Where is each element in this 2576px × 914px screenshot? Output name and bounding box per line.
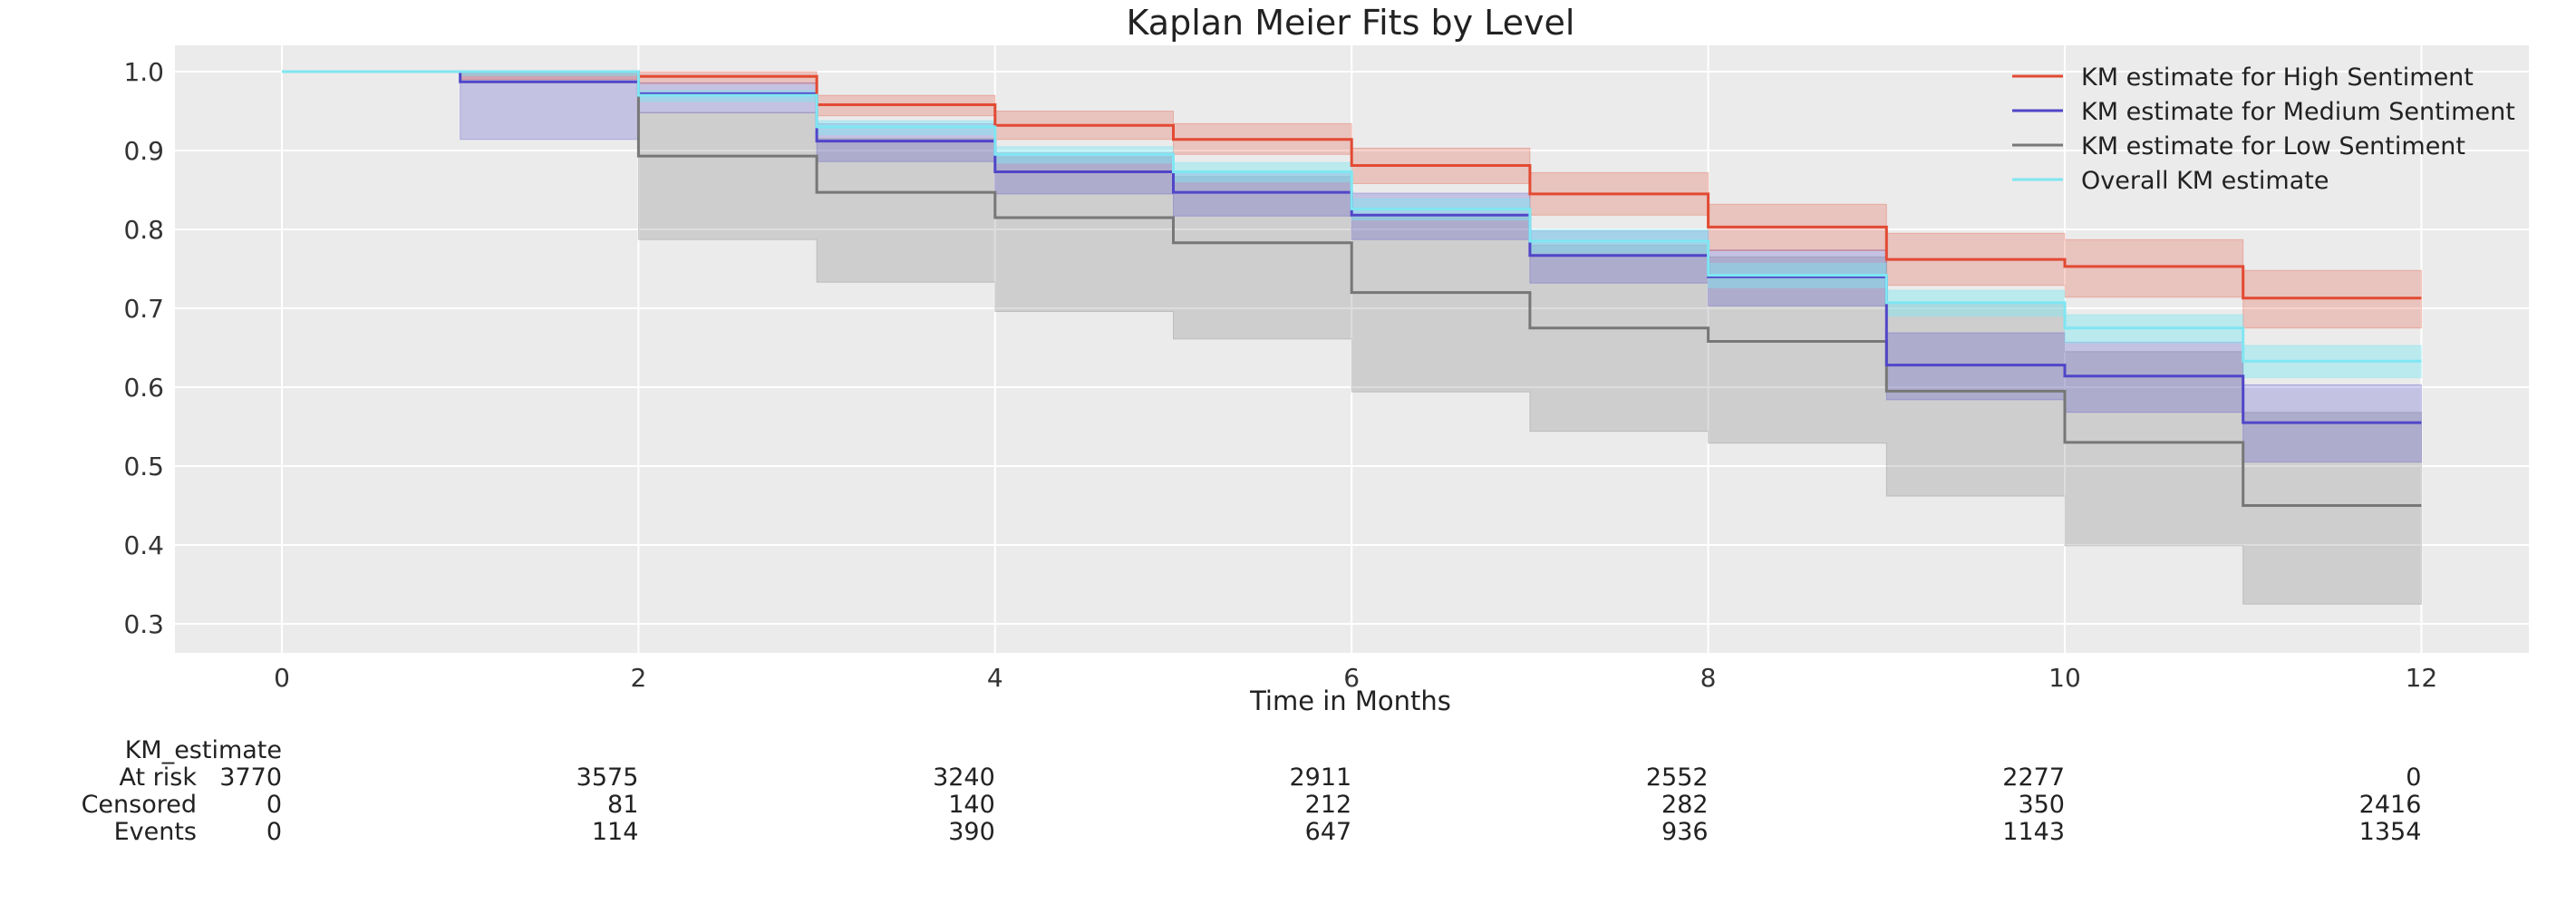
table-cell: 0: [266, 791, 282, 819]
table-cell: 114: [592, 818, 639, 846]
table-cell: 3575: [576, 763, 639, 792]
legend-label: Overall KM estimate: [2081, 167, 2329, 195]
legend: KM estimate for High Sentiment KM estimat…: [2012, 63, 2515, 195]
series-line: [282, 70, 2422, 363]
table-cell: 2911: [1289, 763, 1351, 792]
x-tick-label: 0: [274, 663, 290, 693]
x-tick-label: 8: [1700, 663, 1717, 693]
y-tick-label: 0.7: [123, 294, 164, 324]
x-axis-label: Time in Months: [1249, 686, 1451, 716]
survival-lines: [282, 70, 2422, 507]
table-cell: 936: [1661, 818, 1709, 846]
x-tick-label: 4: [987, 663, 1003, 693]
table-cell: 0: [266, 818, 282, 846]
table-cell: 1143: [2002, 818, 2065, 846]
table-cell: 350: [2018, 791, 2065, 819]
x-tick-label: 6: [1343, 663, 1360, 693]
table-cell: 1354: [2359, 818, 2422, 846]
legend-label: KM estimate for High Sentiment: [2081, 63, 2474, 92]
table-row-label: At risk: [120, 763, 198, 792]
x-tick-label: 12: [2406, 663, 2438, 693]
table-row-label: Censored: [82, 791, 197, 819]
table-cell: 647: [1305, 818, 1352, 846]
confidence-band: [282, 71, 2422, 605]
series-line: [282, 70, 2422, 300]
table-cell: 212: [1305, 791, 1352, 819]
table-cell: 81: [607, 791, 638, 819]
legend-label: KM estimate for Low Sentiment: [2081, 132, 2465, 160]
table-cell: 282: [1661, 791, 1709, 819]
series-line: [282, 70, 2422, 507]
y-tick-label: 0.8: [123, 215, 164, 245]
x-tick-label: 2: [630, 663, 646, 693]
table-cell: 2416: [2359, 791, 2422, 819]
table-cell: 2277: [2002, 763, 2065, 792]
y-tick-label: 0.4: [123, 530, 164, 560]
x-tick-label: 10: [2048, 663, 2081, 693]
table-cell: 390: [948, 818, 995, 846]
table-row-label: Events: [114, 818, 197, 846]
y-tick-label: 1.0: [123, 57, 164, 87]
table-cell: 3240: [933, 763, 995, 792]
y-tick-labels: 0.3 0.4 0.5 0.6 0.7 0.8 0.9 1.0: [123, 57, 164, 639]
y-tick-label: 0.9: [123, 136, 164, 166]
table-cell: 0: [2406, 763, 2421, 792]
y-tick-label: 0.6: [123, 373, 164, 403]
legend-label: KM estimate for Medium Sentiment: [2081, 98, 2515, 126]
y-tick-label: 0.5: [123, 452, 164, 481]
chart-title: Kaplan Meier Fits by Level: [1127, 3, 1575, 43]
table-header: KM_estimate: [125, 736, 282, 764]
y-tick-label: 0.3: [123, 609, 164, 639]
table-cell: 2552: [1646, 763, 1709, 792]
table-cell: 3770: [219, 763, 282, 792]
table-cell: 140: [948, 791, 995, 819]
x-tick-labels: 0 2 4 6 8 10 12: [274, 663, 2437, 693]
